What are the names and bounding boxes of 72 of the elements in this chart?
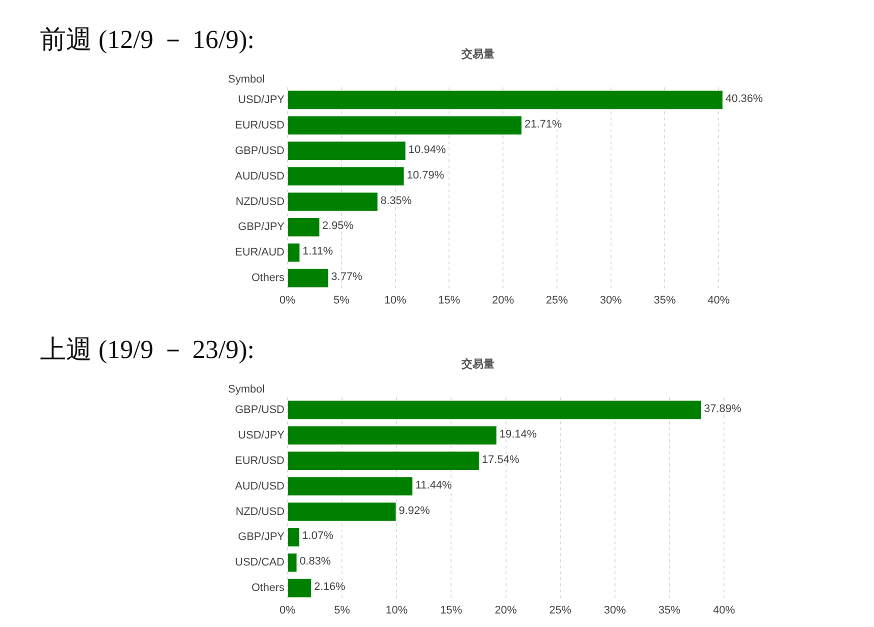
x-tick-label: 15% xyxy=(440,604,462,616)
chart-title: 上週 (19/9 － 23/9): xyxy=(40,334,254,366)
y-tick-label: GBP/JPY xyxy=(238,531,286,544)
bar xyxy=(288,192,378,211)
x-tick-label: 40% xyxy=(712,604,736,616)
bar xyxy=(288,426,496,445)
y-axis-title: Symbol xyxy=(228,384,265,396)
x-tick-label: 20% xyxy=(494,604,517,616)
bar xyxy=(288,477,412,496)
x-tick-label: 5% xyxy=(333,294,350,306)
x-tick-label: 25% xyxy=(546,294,568,306)
x-tick-label: 40% xyxy=(708,294,730,306)
data-label: 2.16% xyxy=(314,581,346,594)
x-tick-label: 0% xyxy=(280,604,296,616)
bar xyxy=(288,116,522,135)
x-tick-label: 30% xyxy=(604,604,626,616)
data-label: 9.92% xyxy=(398,504,430,517)
bar xyxy=(288,218,320,236)
data-label: 11.44% xyxy=(415,479,452,492)
x-tick-label: 5% xyxy=(334,604,350,616)
y-tick-label: NZD/USD xyxy=(236,196,285,208)
data-label: 2.95% xyxy=(322,220,354,232)
y-tick-label: EUR/USD xyxy=(234,119,285,132)
chart-subtitle: 交易量 xyxy=(460,357,494,370)
bar xyxy=(288,502,396,521)
y-tick-label: EUR/AUD xyxy=(234,246,285,259)
data-label: 1.11% xyxy=(302,246,334,258)
data-label: 21.71% xyxy=(524,118,562,130)
x-tick-label: 35% xyxy=(654,294,676,306)
y-tick-label: AUD/USD xyxy=(234,480,285,492)
bar xyxy=(288,400,701,420)
bar xyxy=(288,268,328,288)
bar xyxy=(288,90,722,110)
y-tick-label: GBP/JPY xyxy=(238,221,286,234)
x-tick-label: 35% xyxy=(658,604,681,616)
bar xyxy=(288,452,479,470)
y-tick-label: Others xyxy=(251,582,286,594)
x-tick-label: 25% xyxy=(549,604,572,616)
bar xyxy=(288,528,300,546)
data-label: 10.94% xyxy=(408,144,446,156)
bar xyxy=(288,167,404,186)
y-tick-label: NZD/USD xyxy=(236,506,285,518)
x-tick-label: 10% xyxy=(384,294,407,306)
y-tick-label: GBP/USD xyxy=(234,404,285,416)
y-axis-title: Symbol xyxy=(228,74,265,86)
y-tick-label: USD/JPY xyxy=(238,429,286,442)
y-tick-label: Others xyxy=(251,272,286,284)
y-tick-label: AUD/USD xyxy=(234,170,285,182)
bar xyxy=(288,243,300,262)
data-label: 1.07% xyxy=(302,530,334,542)
chart-title: 前週 (12/9 － 16/9): xyxy=(40,24,254,56)
data-label: 37.89% xyxy=(704,402,742,415)
y-tick-label: EUR/USD xyxy=(234,454,285,467)
y-tick-label: GBP/USD xyxy=(234,144,285,157)
data-label: 10.79% xyxy=(406,169,444,182)
bar xyxy=(288,553,297,572)
y-tick-label: USD/JPY xyxy=(238,94,286,106)
bar xyxy=(288,578,312,598)
data-label: 8.35% xyxy=(380,194,412,207)
x-tick-label: 15% xyxy=(438,294,460,306)
x-tick-label: 0% xyxy=(280,294,296,306)
y-tick-label: USD/CAD xyxy=(234,556,285,569)
bar xyxy=(288,142,406,160)
data-label: 19.14% xyxy=(499,428,537,440)
x-tick-label: 30% xyxy=(600,294,622,306)
x-tick-label: 20% xyxy=(492,294,514,306)
data-label: 17.54% xyxy=(482,454,520,466)
x-tick-label: 10% xyxy=(386,604,408,616)
data-label: 40.36% xyxy=(725,92,764,105)
data-label: 3.77% xyxy=(331,271,363,284)
chart-subtitle: 交易量 xyxy=(460,47,494,60)
data-label: 0.83% xyxy=(300,556,331,568)
